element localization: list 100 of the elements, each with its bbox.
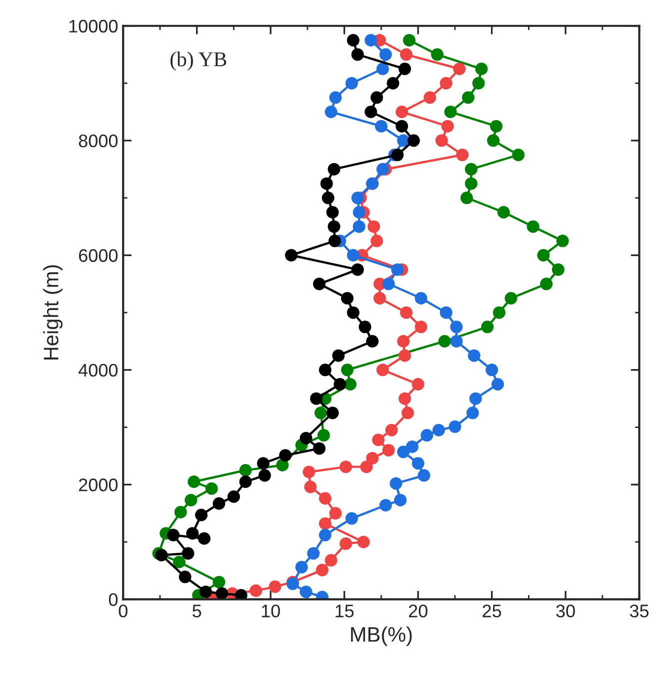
point bbox=[366, 452, 379, 464]
point bbox=[414, 292, 428, 304]
point bbox=[456, 148, 469, 162]
point bbox=[398, 62, 412, 76]
point bbox=[332, 349, 345, 362]
point bbox=[438, 335, 451, 348]
point bbox=[155, 548, 168, 562]
point bbox=[431, 48, 444, 61]
point bbox=[300, 432, 312, 444]
point bbox=[398, 349, 412, 362]
point bbox=[372, 434, 385, 446]
point bbox=[366, 335, 379, 348]
point bbox=[370, 234, 384, 248]
point bbox=[402, 406, 414, 420]
point bbox=[307, 547, 320, 560]
point bbox=[491, 378, 504, 391]
point bbox=[216, 587, 228, 600]
point bbox=[453, 62, 466, 76]
point bbox=[379, 48, 392, 61]
point bbox=[285, 248, 298, 262]
x-tick-label: 5 bbox=[192, 604, 202, 618]
x-tick-label: 20 bbox=[408, 604, 428, 618]
point bbox=[326, 406, 339, 420]
point bbox=[540, 278, 553, 290]
y-tick-label: 10000 bbox=[69, 20, 118, 33]
point bbox=[360, 460, 373, 474]
x-tick-label: 10 bbox=[262, 604, 280, 618]
point bbox=[412, 378, 424, 391]
point bbox=[328, 162, 340, 176]
x-tick-label: 35 bbox=[630, 604, 649, 618]
x-tick-label: 15 bbox=[336, 604, 354, 618]
point bbox=[318, 492, 332, 505]
point bbox=[481, 320, 494, 334]
point bbox=[341, 292, 354, 304]
point bbox=[326, 206, 339, 218]
point bbox=[300, 586, 312, 598]
point bbox=[341, 364, 354, 376]
point bbox=[250, 584, 262, 597]
point bbox=[324, 106, 338, 118]
point bbox=[364, 106, 378, 118]
point bbox=[450, 320, 463, 334]
annotation: (b) YB bbox=[170, 52, 226, 71]
point bbox=[394, 494, 407, 506]
point bbox=[318, 528, 332, 542]
point bbox=[398, 392, 412, 405]
point bbox=[397, 446, 410, 458]
point bbox=[450, 335, 463, 348]
point bbox=[492, 306, 506, 319]
point bbox=[358, 320, 372, 334]
point bbox=[268, 580, 282, 593]
point bbox=[174, 506, 187, 518]
point bbox=[412, 457, 424, 470]
point bbox=[346, 306, 360, 319]
point bbox=[239, 475, 252, 488]
point bbox=[435, 134, 448, 147]
point bbox=[444, 106, 457, 118]
point bbox=[313, 278, 326, 290]
y-tick-label: 4000 bbox=[78, 364, 118, 377]
point bbox=[512, 148, 525, 162]
point bbox=[368, 220, 380, 233]
point bbox=[376, 62, 389, 76]
point bbox=[329, 507, 342, 520]
x-tick-label: 30 bbox=[556, 604, 575, 618]
point bbox=[526, 220, 540, 233]
point bbox=[402, 34, 416, 46]
point bbox=[318, 517, 332, 530]
point bbox=[302, 466, 316, 478]
point bbox=[504, 292, 518, 304]
point bbox=[345, 512, 358, 525]
point bbox=[314, 406, 327, 420]
point bbox=[340, 537, 352, 550]
point bbox=[376, 364, 389, 376]
point bbox=[318, 364, 332, 376]
point bbox=[198, 532, 210, 545]
point bbox=[172, 556, 186, 568]
y-tick-label: 6000 bbox=[79, 249, 118, 262]
point bbox=[407, 134, 420, 147]
point bbox=[373, 292, 386, 304]
point bbox=[344, 378, 356, 391]
point bbox=[346, 34, 360, 46]
point bbox=[212, 497, 226, 510]
point bbox=[329, 91, 342, 104]
point bbox=[390, 477, 402, 490]
point bbox=[334, 378, 346, 391]
x-axis-title: MB(%) bbox=[351, 626, 412, 646]
y-axis-title: Height (m) bbox=[43, 265, 63, 360]
point bbox=[184, 494, 198, 506]
point bbox=[497, 206, 510, 218]
point bbox=[418, 469, 430, 482]
point bbox=[469, 392, 482, 405]
point bbox=[440, 306, 452, 319]
point bbox=[239, 464, 252, 477]
point bbox=[472, 76, 485, 90]
point bbox=[317, 429, 330, 442]
point bbox=[490, 120, 502, 132]
point bbox=[351, 192, 364, 204]
point bbox=[468, 349, 480, 362]
point bbox=[322, 192, 334, 204]
x-tick-label: 25 bbox=[482, 604, 502, 618]
point bbox=[424, 91, 436, 104]
